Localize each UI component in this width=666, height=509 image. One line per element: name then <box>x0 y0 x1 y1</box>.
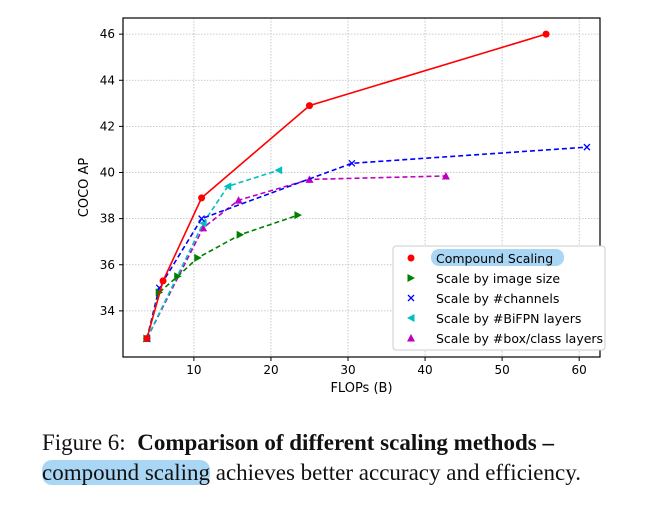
marker-point <box>407 294 415 302</box>
series-scale-by-bifpn-layers <box>142 166 283 343</box>
x-tick-label: 40 <box>417 363 432 377</box>
marker-point <box>305 102 313 110</box>
marker-point <box>274 166 283 175</box>
marker-point <box>223 182 232 191</box>
marker-point <box>143 335 151 343</box>
plot-frame <box>122 17 601 358</box>
legend-highlight <box>431 249 564 266</box>
series-line <box>146 214 299 339</box>
y-tick-label: 38 <box>100 212 115 226</box>
marker-point <box>441 171 450 180</box>
legend-entry: Scale by image size <box>436 271 560 286</box>
series-compound-scaling <box>143 30 550 343</box>
caption-label: Figure 6: <box>42 430 126 455</box>
marker-point <box>236 230 245 239</box>
legend-entry: Scale by #channels <box>436 291 559 306</box>
x-tick-label: 20 <box>263 363 278 377</box>
x-tick-label: 30 <box>340 363 355 377</box>
marker-point <box>407 314 415 322</box>
x-tick-label: 50 <box>494 363 509 377</box>
x-tick-label: 10 <box>186 363 201 377</box>
legend-entry: Scale by #BiFPN layers <box>436 311 581 326</box>
marker-point <box>159 277 167 285</box>
marker-point <box>407 254 415 262</box>
marker-point <box>348 159 356 167</box>
marker-point <box>234 196 243 204</box>
caption-title: Comparison of different scaling methods … <box>137 430 554 455</box>
y-tick-label: 40 <box>100 166 115 180</box>
legend-entry: Compound Scaling <box>436 251 553 266</box>
x-tick-label: 60 <box>572 363 587 377</box>
y-tick-label: 46 <box>100 27 115 41</box>
x-axis-label: FLOPs (B) <box>330 381 392 396</box>
caption-highlight: compound scaling <box>42 460 210 485</box>
legend: Compound Scaling Scale by image size Scale… <box>392 245 606 351</box>
series-line <box>146 169 279 339</box>
y-tick-label: 34 <box>100 304 115 318</box>
chart: 10 20 30 40 50 60 34 36 38 40 42 44 46 FLOPs (B) COCO … <box>77 17 606 396</box>
marker-point <box>174 272 182 281</box>
y-tick-label: 44 <box>100 73 115 87</box>
marker-point <box>407 274 415 282</box>
caption-rest: achieves better accuracy and efficiency. <box>210 460 581 485</box>
marker-point <box>198 194 206 202</box>
y-tick-label: 36 <box>100 258 115 272</box>
marker-point <box>199 223 208 232</box>
marker-point <box>542 30 550 38</box>
marker-point <box>198 215 206 223</box>
legend-box <box>392 245 606 351</box>
legend-entry: Scale by #box/class layers <box>436 331 603 346</box>
marker-point <box>194 253 202 262</box>
y-axis-label: COCO AP <box>77 158 92 218</box>
marker-point <box>407 334 415 342</box>
y-tick-label: 42 <box>100 119 115 133</box>
marker-point <box>583 143 591 151</box>
figure-caption: Figure 6: Comparison of different scalin… <box>42 428 662 488</box>
marker-point <box>294 211 302 220</box>
series-scale-by-image-size <box>143 211 302 343</box>
